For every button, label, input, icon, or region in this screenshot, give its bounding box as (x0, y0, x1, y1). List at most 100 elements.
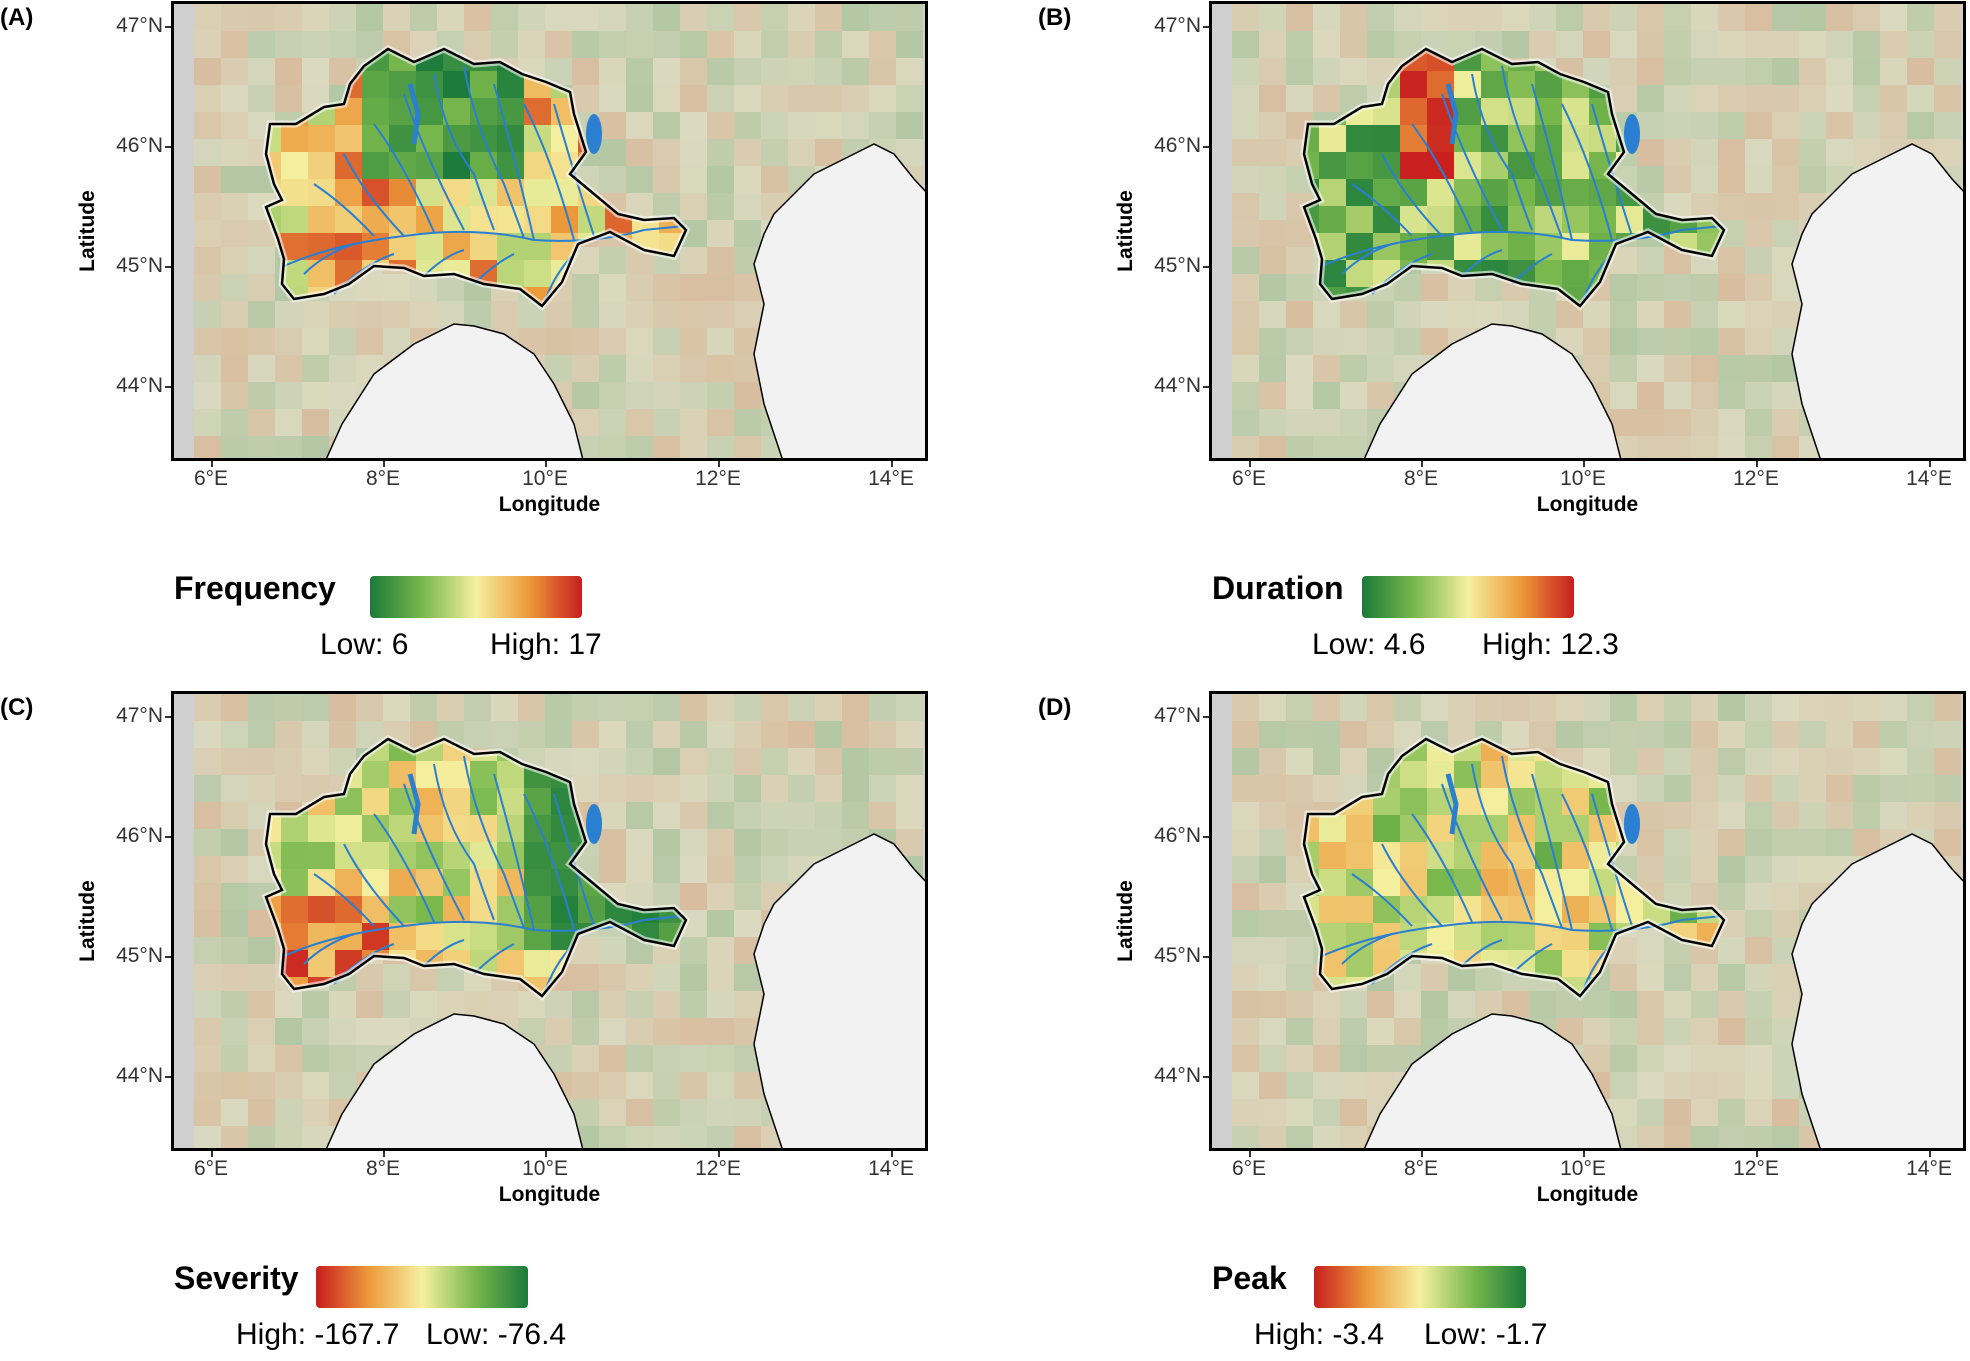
grid-cell (1664, 1018, 1691, 1045)
grid-cell (1259, 139, 1286, 166)
grid-cell (383, 301, 410, 328)
grid-cell (302, 1099, 329, 1126)
grid-cell (1286, 1018, 1313, 1045)
grid-cell (410, 4, 437, 31)
grid-cell (734, 1099, 761, 1126)
grid-cell (1259, 4, 1286, 31)
panel-label: (D) (1038, 694, 1072, 721)
grid-cell (761, 829, 788, 856)
grid-cell (1745, 775, 1772, 802)
basin-cell (443, 206, 470, 233)
basin-cell (443, 923, 470, 950)
grid-cell (275, 1126, 302, 1148)
grid-cell (599, 58, 626, 85)
grid-cell (626, 355, 653, 382)
grid-cell (1394, 1018, 1421, 1045)
latitude-tick-label: 46°N (116, 824, 163, 847)
grid-cell (707, 721, 734, 748)
river (1381, 153, 1443, 237)
grid-cell (275, 436, 302, 458)
grid-cell (545, 694, 572, 721)
map-svg (194, 694, 925, 1148)
grid-cell (1637, 436, 1664, 458)
basin-cell (1346, 869, 1373, 896)
grid-cell (194, 1018, 221, 1045)
grid-cell (1610, 328, 1637, 355)
grid-cell (1232, 382, 1259, 409)
grid-cell (1718, 1099, 1745, 1126)
grid-cell (1232, 829, 1259, 856)
basin-cell (1400, 71, 1427, 98)
grid-cell (869, 721, 896, 748)
grid-cell (275, 775, 302, 802)
grid-cell (1934, 31, 1961, 58)
grid-cell (1907, 802, 1934, 829)
grid-cell (869, 58, 896, 85)
grid-cell (1718, 247, 1745, 274)
grid-cell (248, 328, 275, 355)
ligurian-sea (325, 1013, 584, 1148)
grid-cell (626, 694, 653, 721)
basin-cell (1400, 842, 1427, 869)
basin-cell (1481, 896, 1508, 923)
basin-cell (551, 206, 578, 233)
grid-cell (1367, 991, 1394, 1018)
grid-cell (1259, 436, 1286, 458)
basin-cell (1346, 206, 1373, 233)
grid-cell (599, 937, 626, 964)
grid-cell (1259, 856, 1286, 883)
grid-cell (653, 436, 680, 458)
grid-cell (194, 748, 221, 775)
grid-cell (1826, 31, 1853, 58)
grid-cell (1691, 328, 1718, 355)
basin-cell (308, 896, 335, 923)
grid-cell (1259, 220, 1286, 247)
grid-cell (1880, 775, 1907, 802)
basin-cell (1481, 842, 1508, 869)
basin-cell (524, 260, 551, 287)
river (1351, 183, 1413, 237)
grid-cell (1259, 112, 1286, 139)
basin-cell (1562, 260, 1589, 287)
grid-cell (1664, 802, 1691, 829)
grid-cell (1313, 991, 1340, 1018)
grid-cell (1313, 31, 1340, 58)
basin-cell (1346, 125, 1373, 152)
grid-cell (761, 112, 788, 139)
grid-cell (1691, 274, 1718, 301)
grid-cell (1745, 301, 1772, 328)
grid-cell (221, 166, 248, 193)
map-panel (171, 1, 928, 461)
grid-cell (761, 139, 788, 166)
grid-cell (1259, 1126, 1286, 1148)
basin-cell (1346, 179, 1373, 206)
grid-cell (1772, 301, 1799, 328)
grid-cell (1583, 328, 1610, 355)
river (493, 773, 535, 931)
grid-cell (1718, 355, 1745, 382)
grid-cell (869, 694, 896, 721)
river (343, 843, 405, 927)
map-svg (194, 4, 925, 458)
grid-cell (842, 58, 869, 85)
grid-cell (1880, 31, 1907, 58)
basin-cell (362, 71, 389, 98)
grid-cell (599, 829, 626, 856)
grid-cell (707, 748, 734, 775)
grid-cell (707, 1018, 734, 1045)
ligurian-sea (1363, 1013, 1622, 1148)
grid-cell (194, 1072, 221, 1099)
grid-cell (1745, 937, 1772, 964)
grid-cell (1259, 748, 1286, 775)
grid-cell (1745, 112, 1772, 139)
grid-cell (599, 694, 626, 721)
basin-cell (443, 842, 470, 869)
grid-cell (248, 1072, 275, 1099)
grid-cell (1826, 112, 1853, 139)
grid-cell (1691, 166, 1718, 193)
grid-cell (788, 112, 815, 139)
basin-cell (1454, 842, 1481, 869)
grid-cell (761, 802, 788, 829)
grid-cell (410, 694, 437, 721)
grid-cell (869, 85, 896, 112)
